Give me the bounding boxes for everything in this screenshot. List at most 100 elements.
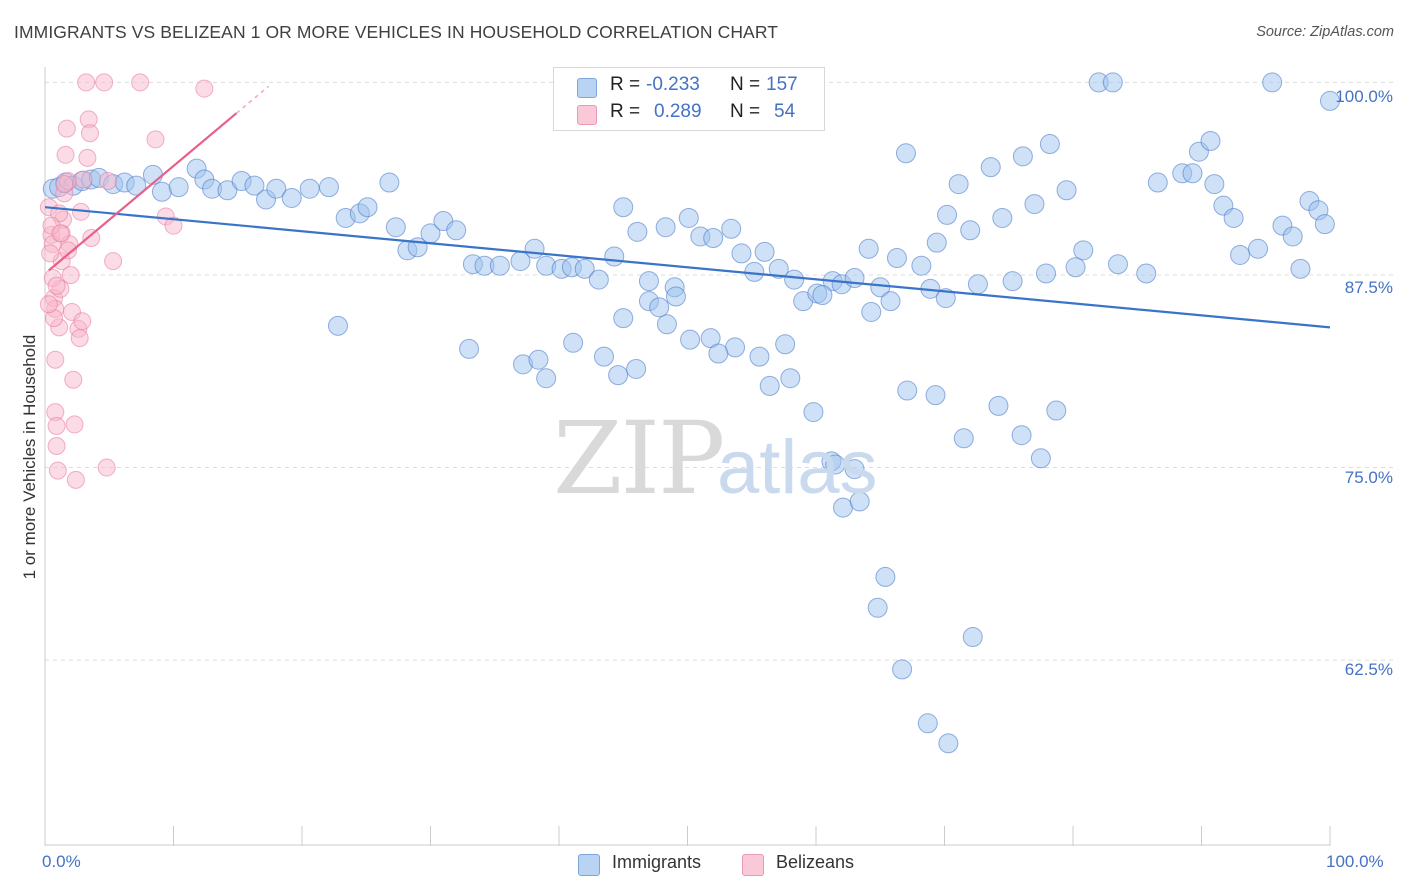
chart-title: IMMIGRANTS VS BELIZEAN 1 OR MORE VEHICLE… bbox=[14, 22, 779, 42]
source-label: Source: ZipAtlas.com bbox=[1256, 24, 1394, 40]
legend-label: Belizeans bbox=[776, 852, 855, 872]
immigrants-point bbox=[459, 338, 480, 359]
legend-label: Immigrants bbox=[612, 852, 702, 872]
n-label: N = bbox=[730, 101, 761, 122]
immigrants-point bbox=[1011, 425, 1032, 446]
immigrants-point bbox=[867, 597, 888, 618]
immigrants-point bbox=[379, 172, 400, 193]
r-label: R = bbox=[610, 101, 641, 122]
immigrants-point bbox=[574, 258, 595, 279]
immigrants-point bbox=[665, 286, 686, 307]
immigrants-point bbox=[892, 659, 913, 680]
immigrants-point bbox=[593, 346, 614, 367]
immigrants-point bbox=[126, 175, 147, 196]
immigrants-point bbox=[1002, 271, 1023, 292]
immigrants-point bbox=[1182, 163, 1203, 184]
stats-box: R = -0.233 N = 157 R = 0.289 N = 54 bbox=[553, 67, 825, 131]
immigrants-point bbox=[935, 288, 956, 309]
watermark-zip: ZIP bbox=[553, 400, 725, 517]
immigrants-point bbox=[1200, 130, 1221, 151]
immigrants-point bbox=[1036, 263, 1057, 284]
immigrants-point bbox=[217, 180, 238, 201]
immigrants-point bbox=[925, 385, 946, 406]
belizeans-point bbox=[70, 329, 89, 348]
immigrants-point bbox=[1065, 257, 1086, 278]
immigrants-point bbox=[678, 207, 699, 228]
immigrants-point bbox=[812, 285, 833, 306]
immigrants-point bbox=[962, 627, 983, 648]
y-tick-label: 87.5% bbox=[1344, 278, 1393, 297]
immigrants-point bbox=[489, 255, 510, 276]
immigrants-point bbox=[151, 181, 172, 202]
r-label: R = bbox=[610, 74, 641, 95]
immigrants-point bbox=[1262, 72, 1283, 93]
immigrants-point bbox=[281, 187, 302, 208]
belizeans-point bbox=[56, 145, 75, 164]
immigrants-point bbox=[680, 329, 701, 350]
immigrants-point bbox=[649, 297, 670, 318]
y-tick-label: 75.0% bbox=[1344, 468, 1393, 487]
immigrants-point bbox=[588, 269, 609, 290]
immigrants-point bbox=[875, 566, 896, 587]
belizeans-point bbox=[164, 216, 183, 235]
trend-lines bbox=[44, 85, 1331, 329]
immigrants-point bbox=[244, 175, 265, 196]
r-value: 0.289 bbox=[654, 101, 702, 122]
immigrants-point bbox=[897, 380, 918, 401]
immigrants-point bbox=[638, 271, 659, 292]
immigrants-point bbox=[655, 217, 676, 238]
immigrants-point bbox=[299, 178, 320, 199]
immigrants-point bbox=[731, 243, 752, 264]
belizeans-point bbox=[97, 458, 116, 477]
belizeans-point bbox=[47, 436, 66, 455]
immigrants-point bbox=[1290, 258, 1311, 279]
immigrants-point bbox=[1320, 90, 1340, 111]
belizeans-point bbox=[77, 73, 96, 92]
immigrants-point bbox=[1039, 134, 1060, 155]
immigrants-point bbox=[784, 269, 805, 290]
immigrants-point bbox=[844, 268, 865, 289]
immigrants-point bbox=[849, 491, 870, 512]
legend-item-immigrants[interactable]: Immigrants bbox=[578, 852, 728, 878]
belizeans-point bbox=[64, 370, 83, 389]
r-value: -0.233 bbox=[646, 74, 700, 95]
immigrants-point bbox=[880, 291, 901, 312]
immigrants-point bbox=[1107, 254, 1128, 275]
immigrants-point bbox=[1314, 214, 1335, 235]
immigrants-point bbox=[749, 346, 770, 367]
immigrants-point bbox=[759, 375, 780, 396]
belizeans-point bbox=[41, 244, 60, 263]
immigrants-point bbox=[524, 238, 545, 259]
immigrants-point bbox=[992, 207, 1013, 228]
immigrants-point bbox=[937, 204, 958, 225]
immigrants-point bbox=[1282, 226, 1303, 247]
immigrants-point bbox=[870, 277, 891, 298]
immigrants-point bbox=[627, 221, 648, 242]
belizeans-point bbox=[66, 470, 85, 489]
immigrants-point bbox=[960, 220, 981, 241]
immigrants-point bbox=[536, 368, 557, 389]
stats-row-immigrants: R = -0.233 N = 157 bbox=[554, 74, 824, 100]
immigrants-point bbox=[1056, 180, 1077, 201]
immigrants-point bbox=[754, 241, 775, 262]
belizeans-point bbox=[146, 130, 165, 149]
immigrants-point bbox=[775, 334, 796, 355]
immigrants-point bbox=[1204, 174, 1225, 195]
immigrants-point bbox=[768, 258, 789, 279]
belizeans-point bbox=[131, 73, 150, 92]
legend-item-belizeans[interactable]: Belizeans bbox=[742, 852, 872, 878]
belizeans-point bbox=[47, 276, 66, 295]
belizeans-point bbox=[46, 350, 65, 369]
belizeans-point bbox=[57, 119, 76, 138]
immigrants-point bbox=[357, 197, 378, 218]
immigrants-point bbox=[980, 157, 1001, 178]
belizeans-point bbox=[74, 170, 93, 189]
immigrants-legend-swatch bbox=[578, 854, 600, 876]
immigrants-point bbox=[604, 246, 625, 267]
immigrants-point bbox=[613, 308, 634, 329]
belizeans-point bbox=[98, 172, 117, 191]
x-axis bbox=[44, 67, 1331, 846]
immigrants-trend-line bbox=[44, 206, 1331, 329]
immigrants-point bbox=[911, 255, 932, 276]
belizeans-point bbox=[55, 175, 74, 194]
